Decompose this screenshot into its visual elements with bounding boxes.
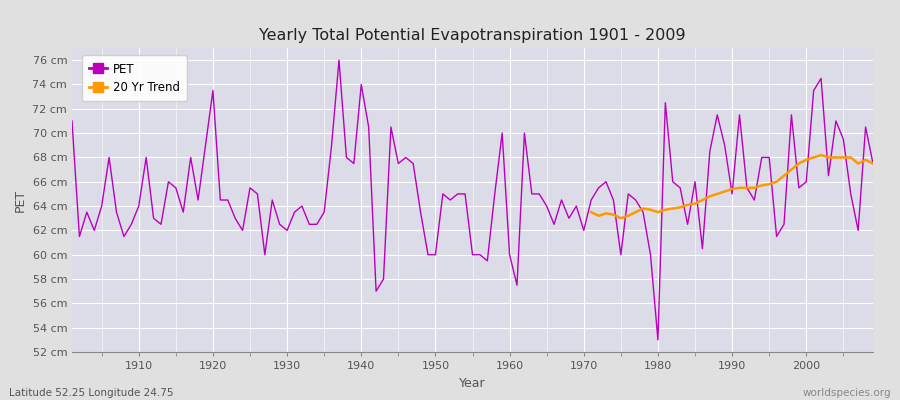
Y-axis label: PET: PET xyxy=(14,188,27,212)
X-axis label: Year: Year xyxy=(459,376,486,390)
Text: Latitude 52.25 Longitude 24.75: Latitude 52.25 Longitude 24.75 xyxy=(9,388,174,398)
Text: worldspecies.org: worldspecies.org xyxy=(803,388,891,398)
Legend: PET, 20 Yr Trend: PET, 20 Yr Trend xyxy=(82,56,186,102)
Title: Yearly Total Potential Evapotranspiration 1901 - 2009: Yearly Total Potential Evapotranspiratio… xyxy=(259,28,686,43)
